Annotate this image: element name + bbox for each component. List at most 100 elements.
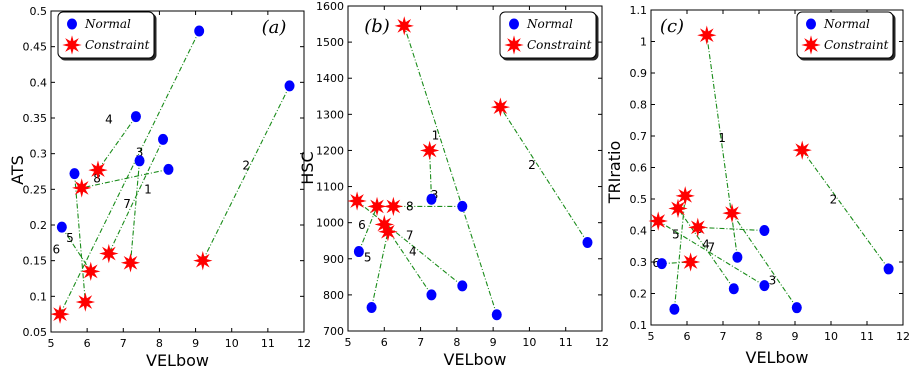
pair-number-label: 7 [406,228,414,242]
x-tick-label: 12 [595,336,609,349]
constraint-point [490,97,511,117]
x-tick-label: 9 [490,336,497,349]
panel-label: (c) [660,16,684,37]
normal-point [883,263,894,275]
normal-point [759,280,770,292]
pair-number-label: 4 [105,112,113,126]
normal-point [457,280,468,292]
pair-connector-line [59,30,200,315]
pair-connector-line [129,160,141,263]
normal-point [582,237,593,249]
pair-number-label: 7 [707,240,715,254]
pair-number-label: 1 [432,128,440,142]
normal-point [134,155,145,167]
constraint-point [347,191,367,211]
pair-connector-line [403,25,498,315]
legend: Normal Constraint [57,11,155,59]
normal-point [732,251,743,263]
normal-point [353,246,364,258]
legend-normal-label: Normal [823,17,870,31]
y-tick-label: 1500 [316,36,344,49]
normal-point [426,193,437,205]
y-tick-label: 1100 [316,181,344,194]
pair-connector-line [801,149,890,270]
normal-point [366,302,377,314]
pair-number-label: 3 [431,188,439,202]
x-axis-label: VELbow [146,351,209,370]
pair-connector-line [371,231,389,308]
x-tick-label: 6 [381,336,388,349]
x-tick-label: 8 [156,337,163,350]
y-tick-label: 0.6 [630,162,648,175]
y-tick-label: 0.45 [23,41,48,54]
x-tick-label: 8 [756,330,763,343]
constraint-point [675,186,695,206]
normal-point [194,25,205,37]
normal-point [69,168,80,180]
pair-connector-line [202,85,291,261]
y-tick-label: 0.1 [30,290,48,303]
y-tick-label: 1600 [316,0,344,13]
panel-label: (a) [262,17,287,38]
constraint-point [680,252,701,272]
pair-number-label: 2 [528,158,536,172]
x-tick-label: 6 [684,330,691,343]
legend-constraint-label: Constraint [85,38,150,52]
legend-box [796,11,894,59]
y-tick-label: 1000 [316,217,344,230]
pair-number-label: 8 [93,172,101,186]
legend-constraint-marker [801,35,821,55]
x-tick-label: 7 [720,330,727,343]
pair-connector-line [697,226,765,232]
panel-label: (b) [364,16,390,37]
pair-number-label: 4 [409,245,417,259]
y-axis-label: HSC [298,151,317,184]
pair-connector-line [356,200,463,287]
pair-number-label: 4 [702,238,710,252]
constraint-point [367,196,387,217]
x-tick-label: 8 [453,336,460,349]
pair-number-label: 2 [830,193,838,207]
x-tick-label: 12 [297,337,311,350]
pair-connector-line [358,206,378,252]
y-tick-label: 800 [323,289,344,302]
normal-point [158,133,169,145]
pair-connector-line [499,106,588,243]
y-tick-label: 0.2 [30,219,48,232]
legend-normal-label: Normal [526,17,573,31]
constraint-point [419,140,440,161]
y-tick-label: 700 [323,325,344,338]
axes-frame [347,5,603,332]
pair-number-label: 2 [242,158,250,172]
pair-number-label: 5 [364,251,372,265]
constraint-point [383,196,404,217]
pair-number-label: 5 [66,231,74,245]
x-tick-label: 5 [345,336,352,349]
normal-point [56,221,67,233]
constraint-point [120,253,141,273]
y-tick-label: 0.1 [630,319,648,332]
legend: Normal Constraint [499,11,597,59]
y-tick-label: 1200 [316,144,344,157]
x-tick-label: 7 [120,337,127,350]
pair-number-label: 6 [358,218,366,232]
y-tick-label: 1 [640,36,647,49]
normal-point [426,289,437,301]
constraint-point [75,292,96,312]
normal-point [284,80,295,92]
y-tick-label: 900 [323,253,344,266]
constraint-point [193,251,213,271]
y-tick-label: 0.3 [30,148,48,161]
constraint-point [722,203,742,223]
y-axis-label: TRIratio [605,141,624,205]
legend-normal-marker [67,18,77,30]
x-tick-label: 5 [48,337,55,350]
constraint-point [50,304,70,324]
y-tick-label: 0.4 [630,225,648,238]
y-tick-label: 0.7 [630,130,648,143]
x-tick-label: 6 [84,337,91,350]
pair-connector-line [73,173,86,303]
normal-point [656,258,667,270]
constraint-point [72,178,92,198]
x-tick-label: 10 [824,330,838,343]
